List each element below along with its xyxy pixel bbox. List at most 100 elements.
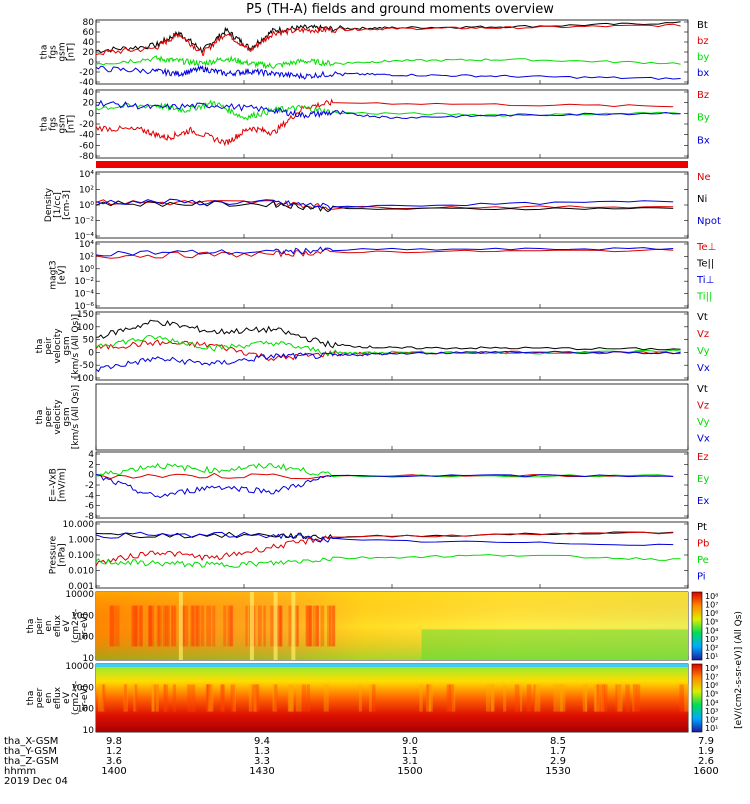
y-axis-label: [nPa] — [58, 543, 68, 566]
series-Bz-line — [95, 98, 674, 147]
orbit-value: 1500 — [397, 766, 422, 777]
y-tick-label: 10⁴ — [79, 170, 94, 180]
heatmap-cell — [164, 605, 169, 647]
colorbar-peer — [691, 663, 703, 733]
heatmap-cell — [426, 684, 429, 712]
heatmap-peer_eflux — [96, 664, 689, 732]
y-axis-label: (cm2-s- — [71, 681, 81, 715]
series-Ti-line — [95, 246, 674, 257]
y-axis-label: [cm-3] — [62, 190, 72, 220]
heatmap-cell — [503, 684, 507, 712]
y-axis-label: peir — [44, 337, 54, 355]
legend-entry: Npot — [697, 216, 721, 227]
legend-entry: Pi — [697, 572, 706, 583]
y-tick-label: 2 — [88, 460, 94, 470]
heatmap-cell — [301, 684, 307, 712]
y-axis-label: velocity — [53, 328, 63, 364]
y-axis-label: tha — [26, 691, 36, 706]
heatmap-cell — [139, 605, 143, 647]
heatmap-cell — [155, 684, 159, 712]
heatmap-cell — [223, 605, 227, 647]
heatmap-cell — [448, 684, 454, 712]
heatmap-cell — [329, 605, 332, 647]
orbit-value: 9.0 — [402, 736, 418, 747]
plot-title: P5 (TH-A) fields and ground moments over… — [246, 2, 554, 17]
heatmap-cell — [323, 684, 329, 712]
y-tick-label: 50 — [83, 336, 95, 346]
orbit-row-label: tha_Y-GSM — [4, 746, 57, 757]
y-tick-label: 0 — [88, 58, 94, 68]
heatmap-cell — [485, 684, 491, 712]
heatmap-cell — [151, 684, 155, 712]
y-axis-label: [km/s (All Qs)] — [71, 314, 81, 378]
heatmap-cell — [371, 684, 376, 712]
series-Pi-line — [95, 531, 674, 546]
panel-frame — [95, 19, 689, 85]
legend-entry: Ni — [697, 194, 707, 205]
legend-entry: Vy — [697, 417, 710, 428]
y-tick-label: 10⁰ — [79, 201, 94, 211]
y-tick-label: 10⁻⁶ — [74, 302, 94, 312]
heatmap-cell — [191, 605, 194, 647]
series-by-line — [95, 54, 681, 70]
heatmap-cell — [296, 605, 299, 647]
series-bz-line — [95, 23, 681, 56]
heatmap-cell — [514, 684, 520, 712]
heatmap-cell — [196, 605, 199, 647]
heatmap-cell — [212, 605, 216, 647]
y-tick-label: 10⁻⁴ — [74, 232, 94, 242]
heatmap-cell — [251, 684, 256, 712]
y-axis-label: Density — [44, 187, 54, 222]
y-tick-label: -40 — [79, 131, 94, 141]
heatmap-cell — [582, 684, 588, 712]
series-Ni-line — [95, 200, 674, 213]
series-bx-line — [95, 65, 681, 80]
heatmap-cell — [585, 684, 588, 712]
heatmap-cell — [151, 684, 155, 712]
heatmap-cell — [331, 605, 336, 647]
y-axis-label: gsm — [58, 42, 68, 61]
y-tick-label: -4 — [85, 491, 94, 501]
legend-entry: Ne — [697, 172, 711, 183]
y-axis-label: [nT] — [67, 43, 77, 61]
y-axis-label: tha — [35, 410, 45, 425]
legend-entry: bx — [697, 68, 709, 79]
heatmap-cell — [276, 605, 282, 647]
y-axis-label: [1/cc] — [53, 192, 63, 218]
series-Npot-line — [95, 198, 674, 210]
orbit-table: tha_X-GSM 9.8 9.4 9.0 8.5 7.9 tha_Y-GSM 1.2 1.3 1… — [4, 736, 719, 787]
colorbar-label: [eV/(cm2-s-sr-eV)] (All Qs) — [734, 611, 744, 729]
legend-entry: Ti|| — [696, 292, 712, 303]
y-axis-label: [mV/m] — [58, 468, 68, 502]
heatmap-cell — [206, 605, 212, 647]
y-axis-label: [eV] — [58, 266, 68, 285]
y-axis-label: magt3 — [49, 260, 59, 289]
y-tick-label: -100 — [74, 374, 95, 384]
heatmap-cell — [288, 605, 293, 647]
heatmap-cell — [632, 684, 635, 712]
y-axis-label: E=-VxB — [49, 468, 59, 502]
heatmap-cell — [625, 684, 630, 712]
heatmap-cell — [230, 684, 235, 712]
heatmap-cell — [560, 684, 566, 712]
heatmap-cell — [553, 684, 558, 712]
legend-entry: Bz — [697, 90, 709, 101]
heatmap-cell — [229, 605, 233, 647]
heatmap-cell — [131, 605, 136, 647]
y-tick-label: 10 — [83, 726, 95, 736]
heatmap-cell — [632, 684, 637, 712]
colorbar-tick: 10⁴ — [705, 698, 718, 707]
heatmap-cell — [249, 592, 254, 660]
y-tick-label: 10⁴ — [79, 240, 94, 250]
y-axis-label: tha — [26, 619, 36, 634]
y-axis-label: gsm — [62, 407, 72, 426]
panel-frame — [95, 383, 689, 451]
colorbar-tick: 10³ — [705, 635, 718, 644]
y-tick-label: -60 — [79, 141, 94, 151]
legend-entry: Vx — [697, 434, 710, 445]
legend-entry: By — [697, 113, 710, 124]
legend-entry: Pt — [697, 522, 707, 533]
y-tick-label: 10000 — [65, 662, 94, 672]
